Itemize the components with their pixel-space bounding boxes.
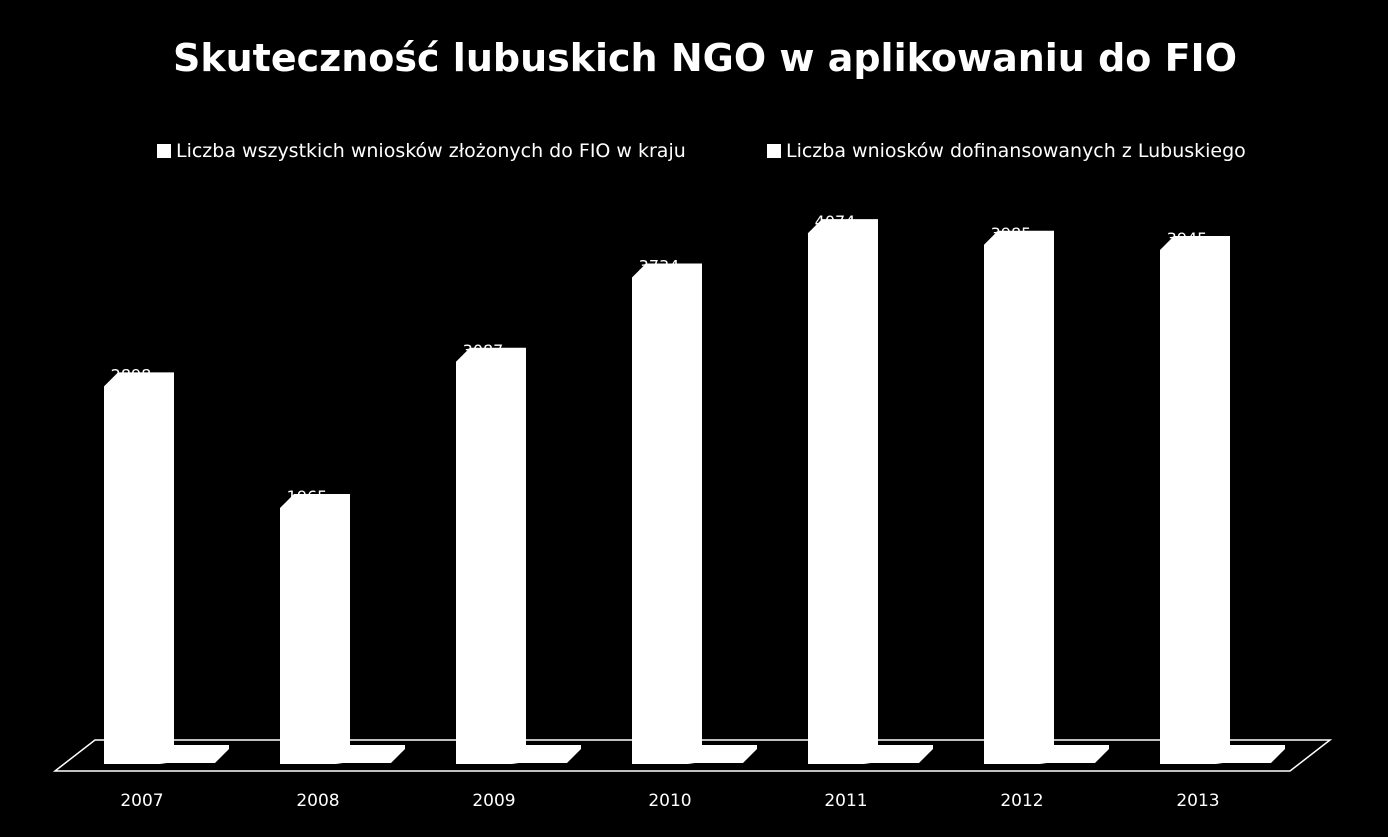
chart-title: Skuteczność lubuskich NGO w aplikowaniu … (172, 36, 1238, 80)
category-label-2007: 2007 (120, 791, 163, 811)
category-label-2012: 2012 (1000, 791, 1043, 811)
value-label-series-2-2010: 23 (689, 742, 709, 761)
category-label-2010: 2010 (648, 791, 691, 811)
legend-swatch-series-1 (157, 144, 171, 158)
bar-series-1-2008 (280, 493, 350, 764)
legend-item-series-2: Liczba wniosków dofinansowanych z Lubusk… (767, 140, 1246, 162)
value-label-series-2-2007: 12 (161, 742, 181, 761)
value-label-series-2-2008: 21 (337, 742, 357, 761)
bar-series-2-2012 (1039, 745, 1109, 763)
legend-label-series-2: Liczba wniosków dofinansowanych z Lubusk… (786, 140, 1246, 162)
value-label-series-1-2008: 1965 (287, 487, 328, 506)
legend-label-series-1: Liczba wszystkich wniosków złożonych do … (176, 140, 686, 162)
value-label-series-1-2013: 3945 (1167, 229, 1208, 248)
bar-series-1-2007 (104, 372, 174, 764)
bar-series-1-2012 (984, 230, 1054, 764)
bar-series-1-2011 (808, 219, 878, 764)
bar-series-1-2009 (456, 347, 526, 764)
category-label-2008: 2008 (296, 791, 339, 811)
value-label-series-1-2009: 3087 (463, 341, 504, 360)
category-label-2011: 2011 (824, 791, 867, 811)
bar-series-1-2010 (632, 263, 702, 764)
bar-series-2-2011 (863, 745, 933, 763)
value-label-series-1-2010: 3734 (639, 256, 680, 275)
bar-series-1-2013 (1160, 235, 1230, 765)
bar-series-2-2013 (1215, 745, 1285, 763)
value-label-series-1-2007: 2898 (111, 365, 152, 384)
legend-item-series-1: Liczba wszystkich wniosków złożonych do … (157, 140, 686, 162)
value-label-series-2-2012: 12 (1041, 742, 1061, 761)
bar-series-2-2009 (511, 745, 581, 763)
bar-series-2-2010 (687, 745, 757, 763)
chart-legend: Liczba wszystkich wniosków złożonych do … (0, 140, 1388, 166)
value-label-series-1-2012: 3985 (991, 224, 1032, 243)
value-label-series-2-2009: 25 (513, 742, 533, 761)
bar-series-2-2007 (159, 745, 229, 763)
value-label-series-1-2011: 4074 (815, 212, 856, 231)
bar-series-2-2008 (335, 745, 405, 763)
value-label-series-2-2011: 13 (865, 742, 885, 761)
category-label-2009: 2009 (472, 791, 515, 811)
value-label-series-2-2013: 16 (1217, 742, 1237, 761)
category-label-2013: 2013 (1176, 791, 1219, 811)
legend-swatch-series-2 (767, 144, 781, 158)
